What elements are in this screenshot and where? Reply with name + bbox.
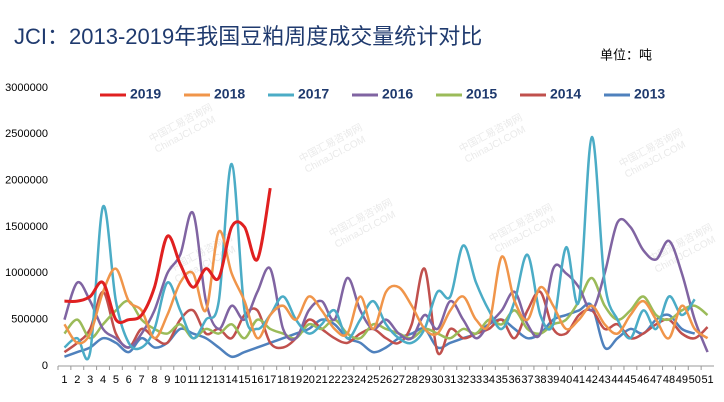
x-tick-label: 11 (187, 374, 198, 386)
x-tick-label: 14 (226, 374, 238, 386)
x-tick-label: 28 (406, 374, 418, 386)
x-tick-label: 15 (238, 374, 250, 386)
series-line (64, 187, 272, 325)
x-tick-label: 39 (547, 374, 559, 386)
x-tick-label: 12 (200, 374, 212, 386)
x-tick-label: 18 (277, 374, 289, 386)
x-tick-label: 42 (586, 374, 598, 386)
x-tick-label: 33 (470, 374, 482, 386)
x-tick-label: 24 (354, 374, 366, 386)
series-line (63, 211, 709, 353)
x-tick-label: 51 (701, 374, 713, 386)
x-tick-label: 26 (380, 374, 392, 386)
x-tick-label: 10 (174, 374, 186, 386)
x-tick-label: 22 (328, 374, 340, 386)
legend-label: 2015 (466, 86, 497, 102)
x-tick-label: 38 (534, 374, 546, 386)
x-tick-label: 47 (650, 374, 662, 386)
x-tick-label: 21 (316, 374, 328, 386)
x-tick-label: 27 (393, 374, 405, 386)
legend-label: 2017 (298, 86, 329, 102)
x-tick-label: 16 (251, 374, 263, 386)
y-tick-label: 1000000 (5, 267, 48, 279)
unit-label: 单位：吨 (600, 47, 652, 62)
x-tick-label: 29 (418, 374, 430, 386)
x-tick-label: 34 (483, 374, 495, 386)
y-tick-label: 3000000 (5, 82, 48, 94)
y-tick-label: 500000 (11, 314, 48, 326)
x-tick-label: 5 (113, 374, 119, 386)
series-line (63, 135, 696, 361)
x-tick-label: 25 (367, 374, 379, 386)
series-line (63, 267, 709, 356)
x-tick-label: 44 (611, 374, 623, 386)
x-tick-label: 20 (303, 374, 315, 386)
x-tick-label: 40 (560, 374, 572, 386)
legend-label: 2014 (550, 86, 581, 102)
x-tick-label: 31 (444, 374, 456, 386)
x-tick-label: 13 (213, 374, 225, 386)
x-tick-label: 7 (139, 374, 145, 386)
x-tick-label: 9 (164, 374, 170, 386)
y-tick-label: 2500000 (5, 128, 48, 140)
x-tick-label: 8 (151, 374, 157, 386)
x-tick-label: 45 (624, 374, 636, 386)
legend-label: 2016 (382, 86, 413, 102)
x-tick-label: 50 (689, 374, 701, 386)
series-line (63, 229, 709, 345)
x-tick-label: 48 (663, 374, 675, 386)
x-tick-label: 17 (264, 374, 276, 386)
x-tick-label: 4 (100, 374, 106, 386)
x-tick-label: 46 (637, 374, 649, 386)
y-tick-label: 1500000 (5, 221, 48, 233)
x-tick-label: 2 (74, 374, 80, 386)
x-tick-label: 6 (126, 374, 132, 386)
x-tick-label: 36 (509, 374, 521, 386)
x-tick-label: 1 (61, 374, 67, 386)
x-tick-label: 35 (496, 374, 508, 386)
legend-label: 2019 (130, 86, 161, 102)
x-tick-label: 32 (457, 374, 469, 386)
x-tick-label: 19 (290, 374, 302, 386)
x-tick-label: 49 (676, 374, 688, 386)
chart-title: JCI：2013-2019年我国豆粕周度成交量统计对比 (14, 24, 482, 49)
legend-label: 2013 (634, 86, 665, 102)
series-line (63, 276, 709, 340)
x-tick-label: 41 (573, 374, 585, 386)
y-tick-label: 0 (42, 360, 48, 372)
x-tick-label: 37 (521, 374, 533, 386)
x-tick-label: 3 (87, 374, 93, 386)
x-tick-label: 43 (599, 374, 611, 386)
legend-label: 2018 (214, 86, 245, 102)
x-tick-label: 23 (341, 374, 353, 386)
x-tick-label: 30 (431, 374, 443, 386)
y-tick-label: 2000000 (5, 175, 48, 187)
